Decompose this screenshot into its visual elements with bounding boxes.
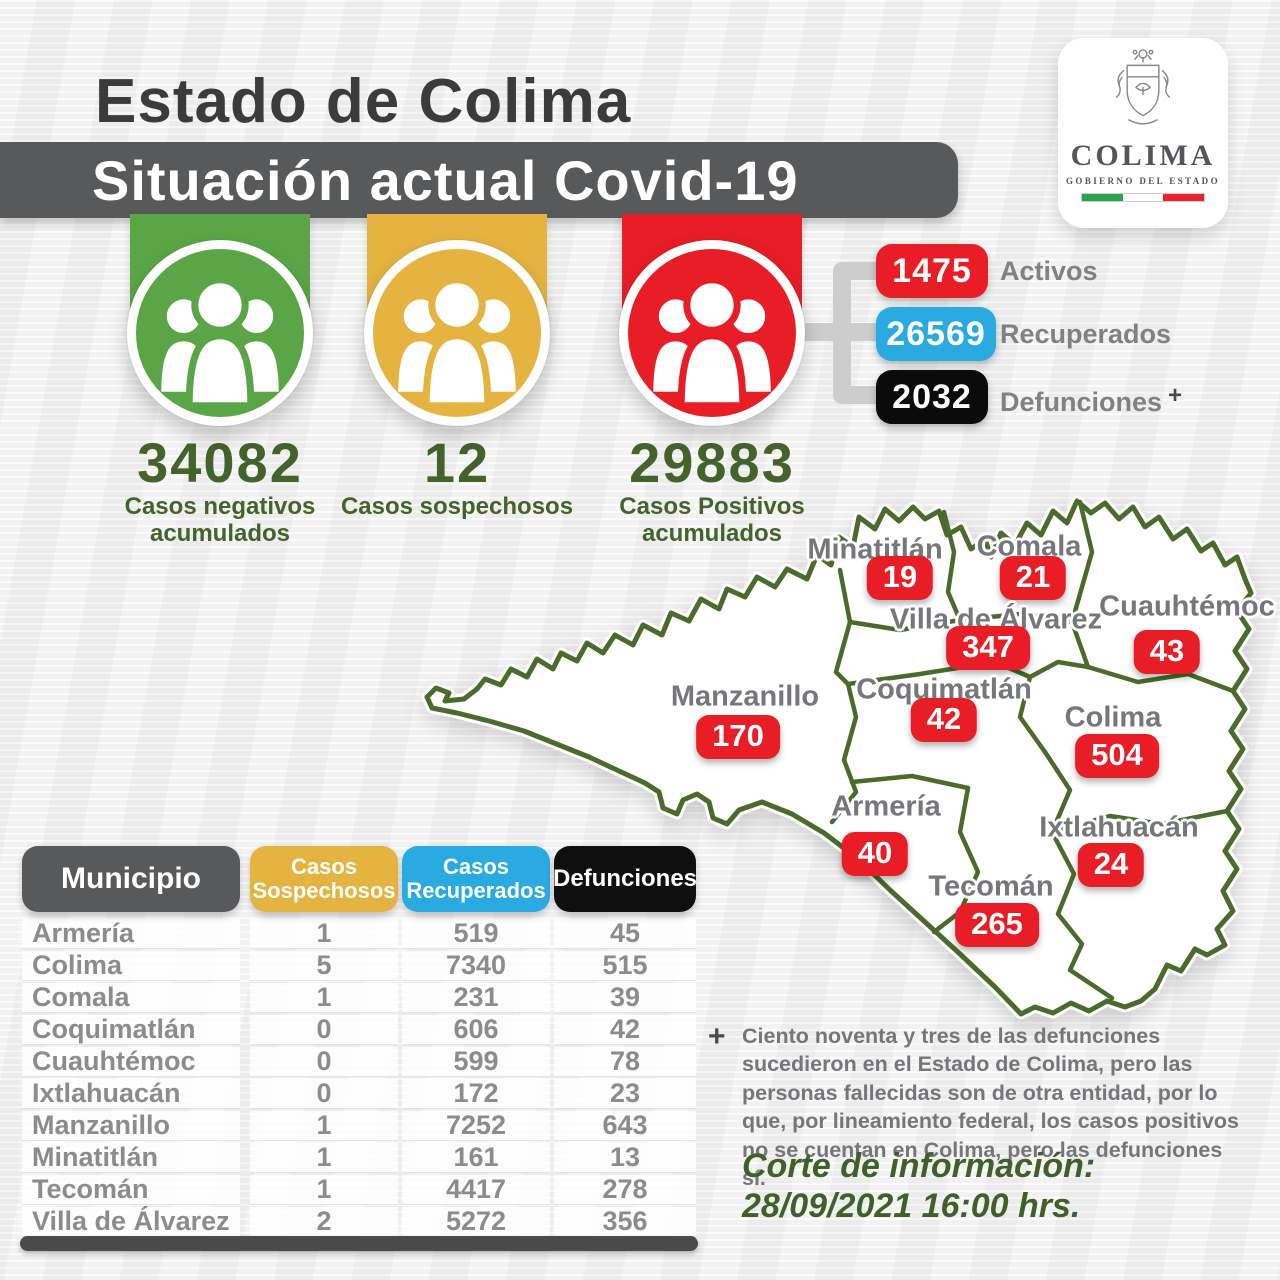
coat-of-arms-icon [1115, 49, 1171, 125]
cutoff-info: Corte de información: 28/09/2021 16:00 h… [742, 1146, 1095, 1226]
border-colima-ixtlahuacan [1049, 808, 1230, 835]
table-row-manzanillo: Manzanillo 1 7252 643 [22, 1110, 696, 1142]
map-badge-armeria: 40 [841, 832, 909, 876]
border-coquimatlan-colima [1017, 674, 1048, 755]
defunciones-pill: 2032 [876, 370, 988, 424]
map-label-tecoman: Tecomán [928, 870, 1054, 903]
map-badge-comala: 21 [999, 556, 1067, 600]
table-header-recuperados: Casos Recuperados [402, 846, 550, 912]
positives-people-icon [619, 240, 805, 426]
table-row-coquimatlan: Coquimatlán 0 606 42 [22, 1014, 696, 1046]
footnote-plus-icon: + [708, 1020, 726, 1053]
map-badge-cuauhtemoc: 43 [1133, 630, 1201, 674]
page-title: Estado de Colima [95, 67, 632, 136]
map-badge-villa-de-alvarez: 347 [946, 626, 1030, 670]
bracket-arm-mid [845, 323, 879, 341]
bracket-arm-left [793, 323, 841, 341]
cutoff-line1: Corte de información: [742, 1147, 1096, 1185]
suspected-label: Casos sospechosos [340, 493, 574, 520]
table-row-colima: Colima 5 7340 515 [22, 950, 696, 982]
defunciones-footnote-marker: + [1168, 382, 1183, 409]
border-villa-colima [1027, 659, 1091, 680]
border-colima-tecoman-ixtlahuacan [1042, 749, 1115, 1001]
table-row-minatitlan: Minatitlán 1 161 13 [22, 1142, 696, 1174]
suspected-people-icon [364, 240, 550, 426]
table-row-cuauhtemoc: Cuauhtémoc 0 599 78 [22, 1046, 696, 1078]
map-badge-tecoman: 265 [955, 903, 1039, 947]
table-bottom-bar [20, 1236, 698, 1251]
bracket-arm-top [845, 262, 879, 280]
border-cuauhtemoc-west [1069, 499, 1095, 670]
footnote-text: Ciento noventa y tres de las defunciones… [742, 1024, 1240, 1190]
table-header-municipio: Municipio [22, 846, 240, 912]
positives-count: 29883 [629, 431, 795, 494]
table-row-tecoman: Tecomán 1 4417 278 [22, 1174, 696, 1206]
map-label-manzanillo: Manzanillo [670, 680, 820, 713]
table-row-comala: Comala 1 231 39 [22, 982, 696, 1014]
subtitle-banner-text: Situación actual Covid-19 [92, 148, 799, 212]
colima-state-map: Minatitlán 19 Comala 21 Villa de Álvarez… [420, 492, 1275, 1037]
table-row-ixtlahuacan: Ixtlahuacán 0 172 23 [22, 1078, 696, 1110]
suspected-count: 12 [423, 431, 491, 494]
table-row-villa-de-alvarez: Villa de Álvarez 2 5272 356 [22, 1206, 696, 1238]
border-manzanillo-east [829, 567, 859, 825]
activos-pill: 1475 [876, 244, 988, 298]
colima-government-logo: COLIMA GOBIERNO DEL ESTADO [1058, 38, 1228, 228]
negatives-count: 34082 [137, 431, 303, 494]
bracket-arm-bottom [845, 386, 879, 404]
map-badge-colima: 504 [1075, 734, 1159, 778]
logo-wordmark: COLIMA [1070, 139, 1216, 172]
negatives-people-icon [127, 240, 313, 426]
map-label-armeria: Armería [831, 790, 941, 823]
border-cuauhtemoc-south [1085, 664, 1236, 694]
cutoff-line2: 28/09/2021 16:00 hrs. [742, 1187, 1081, 1226]
border-minatitlan-south [847, 617, 963, 633]
border-coquimatlan-armeria [849, 773, 971, 791]
map-label-ixtlahuacan: Ixtlahuacán [1039, 811, 1199, 844]
logo-tagline: GOBIERNO DEL ESTADO [1066, 176, 1220, 186]
flag-stripe [1081, 193, 1205, 202]
defunciones-label: Defunciones + [1000, 382, 1183, 417]
bracket-spine [833, 262, 851, 404]
positives-label: Casos Positivos acumulados [619, 493, 805, 547]
map-badge-manzanillo: 170 [696, 715, 780, 759]
map-label-colima: Colima [1064, 701, 1162, 734]
border-armeria-tecoman [931, 785, 981, 935]
map-label-cuauhtemoc: Cuauhtémoc [1099, 590, 1275, 623]
negatives-label: Casos negativos acumulados [124, 493, 316, 547]
table-header-sospechosos: Casos Sospechosos [250, 846, 398, 912]
recuperados-label: Recuperados [1000, 319, 1172, 349]
table-header-defunciones: Defunciones [553, 846, 697, 912]
border-comala-south [957, 611, 1075, 625]
subtitle-banner: Situación actual Covid-19 [0, 142, 958, 218]
table-row-armeria: Armería 1 519 45 [22, 918, 696, 950]
map-badge-minatitlan: 19 [866, 556, 934, 600]
activos-label: Activos [1000, 256, 1098, 286]
border-minatitlan-comala [941, 509, 963, 623]
recuperados-pill: 26569 [876, 307, 996, 361]
map-badge-ixtlahuacan: 24 [1077, 843, 1145, 887]
map-badge-coquimatlan: 42 [910, 698, 978, 742]
